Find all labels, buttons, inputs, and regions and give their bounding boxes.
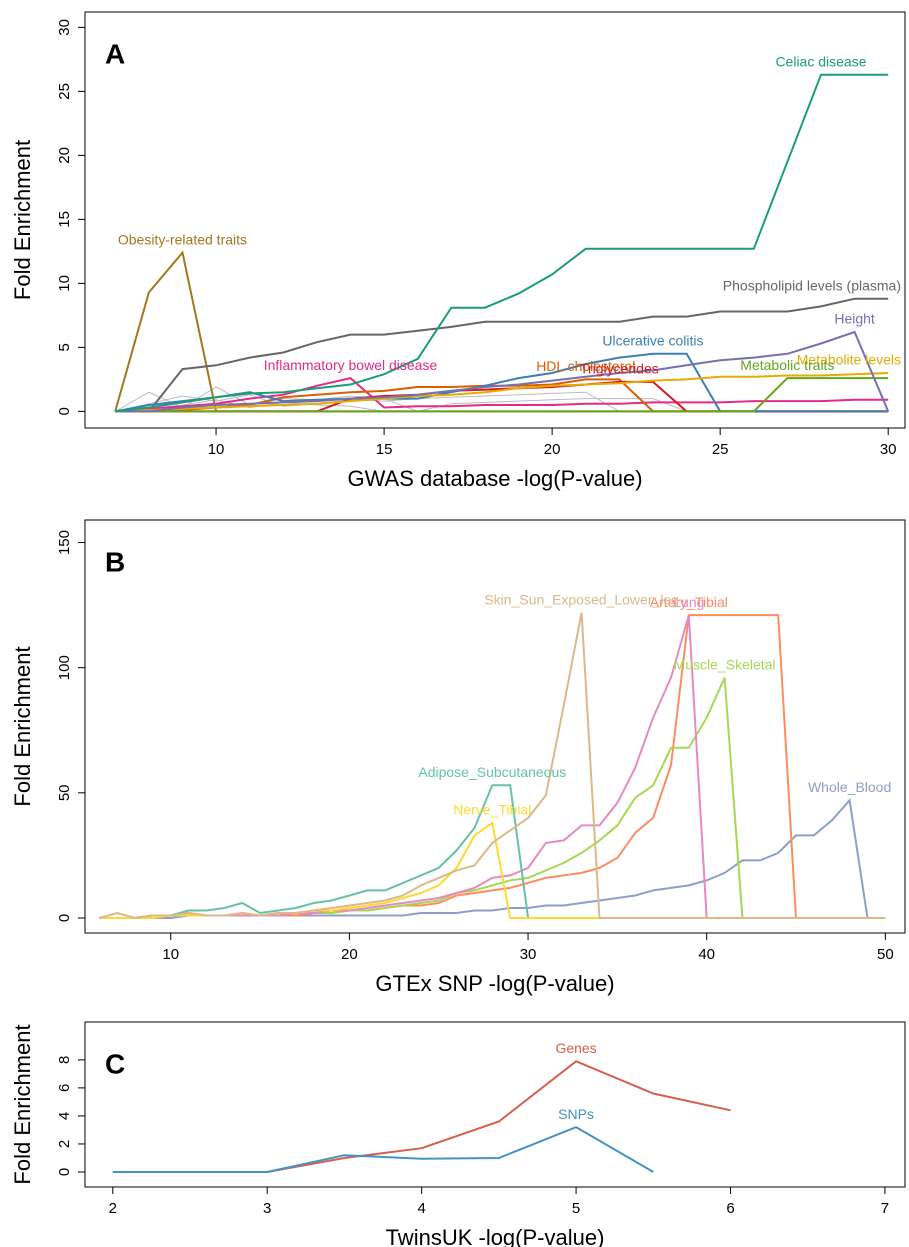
series-label: Nerve_Tibial [453, 802, 531, 818]
panel-label: C [105, 1048, 125, 1079]
series-line [99, 798, 886, 919]
series-line [115, 372, 889, 413]
y-tick-label: 0 [56, 407, 73, 415]
series-label: Lung [673, 594, 704, 610]
x-tick-label: 5 [572, 1200, 580, 1217]
series-label: Inflammatory bowel disease [264, 357, 438, 373]
y-tick-label: 50 [56, 784, 73, 801]
series-label: HDL cholesterol [536, 358, 635, 374]
y-tick-label: 20 [56, 147, 73, 164]
series-label: Adipose_Subcutaneous [418, 764, 566, 780]
y-axis-label: Fold Enrichment [10, 1024, 35, 1184]
series-line [99, 677, 886, 919]
y-tick-label: 0 [56, 914, 73, 922]
y-axis-label: Fold Enrichment [10, 646, 35, 806]
series-label: Metabolic traits [740, 357, 834, 373]
x-tick-label: 15 [376, 441, 393, 458]
plot-frame [84, 11, 906, 429]
series-label: Skin_Sun_Exposed_Lower_leg [484, 591, 679, 607]
series-line [115, 73, 889, 413]
series-line [115, 377, 889, 413]
y-tick-label: 5 [56, 343, 73, 351]
y-tick-label: 2 [56, 1140, 73, 1148]
y-tick-label: 6 [56, 1084, 73, 1092]
y-tick-label: 4 [56, 1112, 73, 1120]
y-tick-label: 100 [56, 655, 73, 680]
x-tick-label: 40 [698, 946, 715, 963]
series-line [115, 377, 889, 413]
series-label: Height [834, 311, 875, 327]
series-label: Obesity-related traits [118, 231, 247, 247]
y-tick-label: 8 [56, 1056, 73, 1064]
series-line [99, 612, 886, 920]
plot-frame [84, 1021, 906, 1188]
series-line [114, 250, 889, 413]
series-line [99, 821, 886, 919]
series-label: Artery_Tibial [650, 594, 728, 610]
series-label: Metabolite levels [797, 352, 901, 368]
y-tick-label: 30 [56, 19, 73, 36]
x-axis-label: TwinsUK -log(P-value) [386, 1225, 605, 1247]
series-line [115, 297, 889, 413]
panel-label: A [105, 38, 125, 69]
y-axis-label: Fold Enrichment [10, 140, 35, 300]
series-line [112, 1125, 654, 1173]
y-tick-label: 15 [56, 211, 73, 228]
x-axis-label: GWAS database -log(P-value) [347, 466, 642, 491]
series-line [115, 330, 890, 413]
x-tick-label: 3 [263, 1200, 271, 1217]
x-tick-label: 20 [341, 946, 358, 963]
y-tick-label: 150 [56, 530, 73, 555]
x-tick-label: 30 [880, 441, 897, 458]
y-tick-label: 10 [56, 275, 73, 292]
x-tick-label: 7 [881, 1200, 889, 1217]
x-tick-label: 10 [208, 441, 225, 458]
series-label: Muscle_Skeletal [674, 656, 776, 672]
x-tick-label: 50 [877, 946, 894, 963]
panel-label: B [105, 546, 125, 577]
x-tick-label: 30 [520, 946, 537, 963]
plot-frame [84, 519, 906, 934]
series-line [267, 1060, 731, 1173]
x-tick-label: 6 [726, 1200, 734, 1217]
x-tick-label: 25 [712, 441, 729, 458]
x-axis-label: GTEx SNP -log(P-value) [375, 971, 614, 996]
x-tick-label: 20 [544, 441, 561, 458]
series-label: Triglycerides [580, 361, 659, 377]
series-label: Ulcerative colitis [602, 332, 703, 348]
y-tick-label: 0 [56, 1168, 73, 1176]
series-label: Phospholipid levels (plasma) [723, 277, 901, 293]
series-label: SNPs [558, 1106, 594, 1122]
series-label: Genes [555, 1040, 596, 1056]
series-label: Whole_Blood [808, 779, 891, 795]
x-tick-label: 4 [417, 1200, 425, 1217]
x-tick-label: 2 [109, 1200, 117, 1217]
y-tick-label: 25 [56, 83, 73, 100]
x-tick-label: 10 [162, 946, 179, 963]
series-label: Celiac disease [775, 53, 866, 69]
